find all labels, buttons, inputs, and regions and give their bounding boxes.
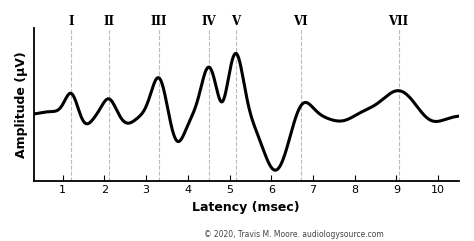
Text: © 2020, Travis M. Moore. audiologysource.com: © 2020, Travis M. Moore. audiologysource… xyxy=(204,230,384,239)
Text: III: III xyxy=(150,15,167,28)
Y-axis label: Amplitude (μV): Amplitude (μV) xyxy=(15,51,28,158)
Text: V: V xyxy=(231,15,240,28)
X-axis label: Latency (msec): Latency (msec) xyxy=(192,201,300,214)
Text: VI: VI xyxy=(293,15,308,28)
Text: VII: VII xyxy=(389,15,409,28)
Text: I: I xyxy=(68,15,74,28)
Text: IV: IV xyxy=(201,15,216,28)
Text: II: II xyxy=(103,15,114,28)
